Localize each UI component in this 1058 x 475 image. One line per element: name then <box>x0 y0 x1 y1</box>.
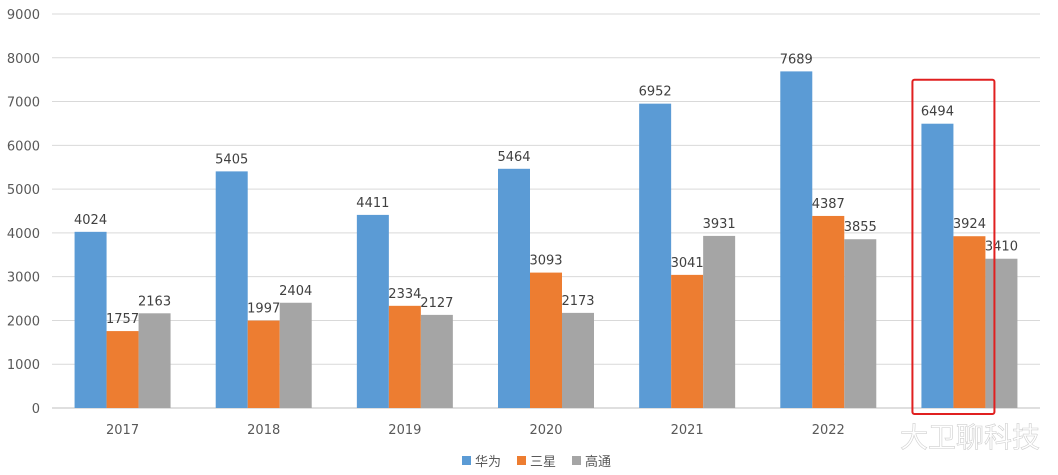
bar <box>279 302 312 408</box>
y-tick-label: 9000 <box>7 8 40 23</box>
x-tick-label: 2018 <box>247 423 280 438</box>
data-label: 4411 <box>356 196 389 211</box>
bar <box>703 235 736 408</box>
bar <box>639 103 672 408</box>
data-label: 3410 <box>985 240 1018 255</box>
bar <box>215 171 248 408</box>
legend-label: 华为 <box>475 455 501 470</box>
x-axis-ticks: 2017 2018 2019 2020 2021 2022 <box>106 423 845 438</box>
data-label: 1997 <box>247 302 280 317</box>
data-label: 3093 <box>529 254 562 269</box>
bar <box>106 331 139 408</box>
data-label: 1757 <box>106 312 139 327</box>
y-tick-label: 0 <box>32 402 40 417</box>
highlight-rectangle <box>911 78 996 415</box>
data-label: 2334 <box>388 287 421 302</box>
data-label: 5405 <box>215 152 248 167</box>
data-label: 3855 <box>844 220 877 235</box>
data-label: 5464 <box>497 150 530 165</box>
bar <box>388 305 421 408</box>
bar <box>420 314 453 408</box>
data-label: 2163 <box>138 294 171 309</box>
x-tick-label: 2022 <box>812 423 845 438</box>
legend-swatch <box>462 456 471 465</box>
y-axis-ticks: 0 1000 2000 3000 4000 5000 6000 7000 8000 9000 <box>7 8 40 417</box>
bar <box>562 312 594 408</box>
x-tick-label: 2019 <box>388 423 421 438</box>
bar <box>498 168 530 408</box>
data-label: 4387 <box>812 197 845 212</box>
data-label: 7689 <box>780 52 813 67</box>
bar <box>780 71 813 408</box>
data-label: 2404 <box>279 284 312 299</box>
y-tick-label: 6000 <box>7 139 40 154</box>
bar <box>530 272 562 408</box>
bar <box>985 258 1018 408</box>
legend-swatch <box>517 456 526 465</box>
data-label: 3041 <box>671 256 704 271</box>
bars <box>74 71 1018 409</box>
bar <box>247 320 280 408</box>
y-tick-label: 2000 <box>7 314 40 329</box>
bar <box>812 215 845 408</box>
data-label: 4024 <box>74 213 107 228</box>
x-tick-label: 2021 <box>671 423 704 438</box>
y-tick-label: 7000 <box>7 96 40 111</box>
bar <box>844 239 877 408</box>
legend-swatch <box>572 456 581 465</box>
bar <box>138 313 171 408</box>
highlight-box <box>911 78 996 415</box>
x-tick-label: 2020 <box>529 423 562 438</box>
data-label: 3931 <box>703 217 736 232</box>
bar <box>671 274 704 408</box>
data-label: 6952 <box>639 85 672 100</box>
data-label: 2127 <box>420 296 453 311</box>
bar <box>953 236 986 408</box>
bar <box>356 214 389 408</box>
watermark-text: 大卫聊科技 <box>900 421 1040 454</box>
legend-label: 高通 <box>585 454 611 470</box>
data-label: 2173 <box>561 294 594 309</box>
y-tick-label: 5000 <box>7 183 40 198</box>
data-label: 3924 <box>953 217 986 232</box>
bar <box>921 123 954 409</box>
y-tick-label: 3000 <box>7 271 40 286</box>
x-tick-label: 2017 <box>106 423 139 438</box>
y-tick-label: 8000 <box>7 52 40 67</box>
legend-label: 三星 <box>530 455 556 470</box>
data-label: 6494 <box>921 105 954 120</box>
legend: 华为 三星 高通 <box>462 454 611 470</box>
bar <box>74 231 107 408</box>
y-tick-label: 1000 <box>7 358 40 373</box>
y-tick-label: 4000 <box>7 227 40 242</box>
